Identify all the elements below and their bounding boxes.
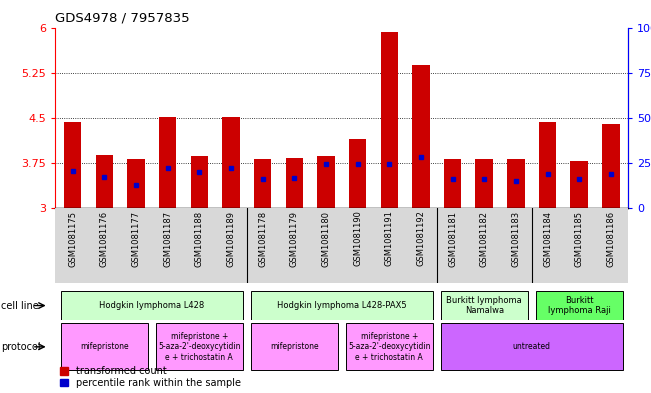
Bar: [64, 121, 81, 208]
Bar: [570, 161, 588, 208]
Bar: [349, 139, 367, 208]
Bar: [441, 292, 528, 320]
Text: Hodgkin lymphoma L428: Hodgkin lymphoma L428: [99, 301, 204, 310]
Text: GSM1081189: GSM1081189: [227, 211, 236, 266]
Bar: [251, 292, 433, 320]
Bar: [539, 121, 556, 208]
Text: GSM1081191: GSM1081191: [385, 211, 394, 266]
Text: GSM1081182: GSM1081182: [480, 211, 489, 266]
Bar: [254, 160, 271, 208]
Bar: [61, 323, 148, 370]
Text: mifepristone +
5-aza-2'-deoxycytidin
e + trichostatin A: mifepristone + 5-aza-2'-deoxycytidin e +…: [158, 332, 241, 362]
Bar: [444, 159, 462, 208]
Bar: [156, 323, 243, 370]
Text: GSM1081176: GSM1081176: [100, 211, 109, 267]
Text: Burkitt
lymphoma Raji: Burkitt lymphoma Raji: [547, 296, 611, 315]
Bar: [96, 155, 113, 208]
Bar: [159, 117, 176, 208]
Text: GSM1081181: GSM1081181: [448, 211, 457, 266]
Text: GSM1081178: GSM1081178: [258, 211, 267, 267]
Text: GSM1081175: GSM1081175: [68, 211, 77, 266]
Bar: [286, 158, 303, 208]
Text: GSM1081186: GSM1081186: [606, 211, 615, 267]
Text: GSM1081192: GSM1081192: [417, 211, 425, 266]
Bar: [128, 159, 145, 208]
Bar: [61, 292, 243, 320]
Bar: [381, 32, 398, 208]
Text: protocol: protocol: [1, 342, 40, 352]
Text: GSM1081187: GSM1081187: [163, 211, 173, 267]
Text: GSM1081180: GSM1081180: [322, 211, 331, 266]
Bar: [412, 66, 430, 208]
Text: mifepristone: mifepristone: [80, 342, 129, 351]
Text: GSM1081183: GSM1081183: [511, 211, 520, 267]
Text: GDS4978 / 7957835: GDS4978 / 7957835: [55, 12, 190, 25]
Legend: transformed count, percentile rank within the sample: transformed count, percentile rank withi…: [60, 366, 241, 388]
Text: mifepristone +
5-aza-2'-deoxycytidin
e + trichostatin A: mifepristone + 5-aza-2'-deoxycytidin e +…: [348, 332, 430, 362]
Bar: [251, 323, 338, 370]
Bar: [222, 117, 240, 208]
Text: mifepristone: mifepristone: [270, 342, 318, 351]
Text: GSM1081188: GSM1081188: [195, 211, 204, 267]
Bar: [602, 124, 620, 208]
Text: Burkitt lymphoma
Namalwa: Burkitt lymphoma Namalwa: [447, 296, 522, 315]
Bar: [507, 159, 525, 208]
Text: GSM1081190: GSM1081190: [353, 211, 362, 266]
Bar: [346, 323, 433, 370]
Text: Hodgkin lymphoma L428-PAX5: Hodgkin lymphoma L428-PAX5: [277, 301, 407, 310]
Bar: [191, 156, 208, 208]
Text: GSM1081184: GSM1081184: [543, 211, 552, 266]
Bar: [317, 156, 335, 208]
Bar: [536, 292, 622, 320]
Bar: [475, 160, 493, 208]
Bar: [441, 323, 622, 370]
Text: untreated: untreated: [513, 342, 551, 351]
Text: GSM1081179: GSM1081179: [290, 211, 299, 266]
Text: GSM1081185: GSM1081185: [575, 211, 584, 266]
Text: GSM1081177: GSM1081177: [132, 211, 141, 267]
Text: cell line: cell line: [1, 301, 38, 310]
